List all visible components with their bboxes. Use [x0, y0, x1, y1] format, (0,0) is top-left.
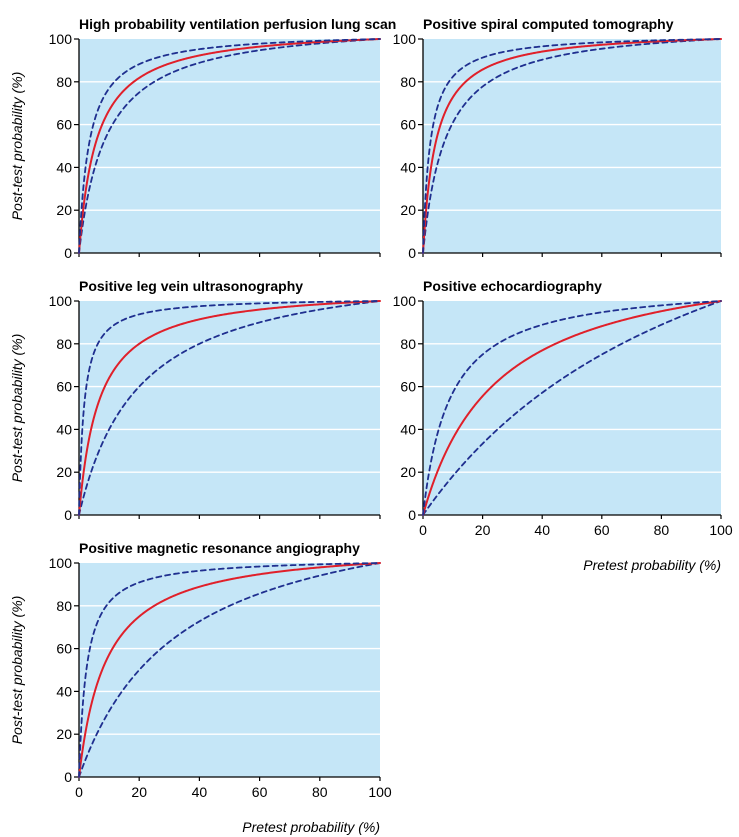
curve-upper: [78, 562, 381, 778]
plot-area: [423, 301, 721, 515]
x-tick-label: 60: [252, 784, 268, 800]
y-tick-label: 40: [56, 421, 72, 437]
plot-area: [79, 301, 380, 515]
curve-estimate: [422, 300, 722, 516]
curve-lower: [78, 562, 381, 778]
x-tick-label: 20: [131, 784, 147, 800]
y-tick-label: 20: [400, 464, 416, 480]
plot-area: [79, 39, 380, 253]
panel-title: Positive leg vein ultrasonography: [79, 278, 303, 294]
curve-lower: [422, 38, 722, 254]
y-tick-label: 20: [400, 202, 416, 218]
y-tick-label: 80: [400, 336, 416, 352]
y-tick-label: 60: [400, 379, 416, 395]
x-tick-label: 40: [192, 784, 208, 800]
x-tick-label: 0: [419, 522, 427, 538]
y-tick-label: 100: [393, 293, 417, 309]
curve-estimate: [78, 38, 381, 254]
y-tick-label: 100: [49, 293, 73, 309]
plot-area: [423, 39, 721, 253]
y-axis-label: Post-test probability (%): [9, 72, 25, 221]
plot-area: [79, 563, 380, 777]
curve-lower: [422, 300, 722, 516]
y-tick-label: 60: [56, 641, 72, 657]
x-tick-label: 100: [709, 522, 733, 538]
y-tick-label: 80: [56, 598, 72, 614]
panel-title: Positive spiral computed tomography: [423, 16, 674, 32]
panel-5: 0 20 40 60 80 100 0 20 40 60 80 100 Positive magneti…: [9, 540, 392, 835]
curve-upper: [78, 38, 381, 254]
panel-title: Positive magnetic resonance angiography: [79, 540, 360, 556]
curve-lower: [78, 300, 381, 516]
curve-estimate: [422, 38, 722, 254]
y-tick-label: 40: [400, 421, 416, 437]
y-tick-label: 0: [64, 245, 72, 261]
curve-lower: [78, 38, 381, 254]
y-tick-label: 20: [56, 464, 72, 480]
y-tick-label: 40: [56, 683, 72, 699]
panel-title: Positive echocardiography: [423, 278, 602, 294]
y-tick-label: 100: [393, 31, 417, 47]
panel-4: 0 20 40 60 80 100 0 20 40 60 80 100 Positive echocar…: [393, 278, 733, 573]
y-tick-label: 0: [408, 245, 416, 261]
x-tick-label: 40: [534, 522, 550, 538]
y-axis-label: Post-test probability (%): [9, 596, 25, 745]
panel-2: 0 20 40 60 80 100 Positive spiral computed tom…: [393, 16, 722, 261]
curve-upper: [422, 38, 722, 254]
y-tick-label: 40: [56, 159, 72, 175]
y-tick-label: 0: [64, 507, 72, 523]
x-tick-label: 80: [312, 784, 328, 800]
y-tick-label: 80: [56, 336, 72, 352]
y-tick-label: 0: [64, 769, 72, 785]
x-tick-label: 20: [475, 522, 491, 538]
y-tick-label: 20: [56, 726, 72, 742]
x-tick-label: 0: [75, 784, 83, 800]
x-tick-label: 80: [654, 522, 670, 538]
y-tick-label: 60: [56, 117, 72, 133]
x-tick-label: 60: [594, 522, 610, 538]
y-tick-label: 20: [56, 202, 72, 218]
y-tick-label: 0: [408, 507, 416, 523]
y-tick-label: 40: [400, 159, 416, 175]
y-tick-label: 60: [400, 117, 416, 133]
y-tick-label: 80: [56, 74, 72, 90]
panel-title: High probability ventilation perfusion l…: [79, 16, 396, 32]
y-axis-label: Post-test probability (%): [9, 334, 25, 483]
panel-1: 0 20 40 60 80 100 High probability ventilation…: [9, 16, 396, 261]
x-axis-label: Pretest probability (%): [583, 557, 721, 573]
curve-estimate: [78, 562, 381, 778]
y-tick-label: 60: [56, 379, 72, 395]
y-tick-label: 80: [400, 74, 416, 90]
y-tick-label: 100: [49, 31, 73, 47]
curve-estimate: [78, 300, 381, 516]
x-axis-label: Pretest probability (%): [242, 819, 380, 835]
y-tick-label: 100: [49, 555, 73, 571]
panel-3: 0 20 40 60 80 100 Positive leg vein ultrasonog…: [9, 278, 381, 523]
x-tick-label: 100: [368, 784, 392, 800]
curve-upper: [422, 300, 722, 516]
curve-upper: [78, 300, 381, 516]
